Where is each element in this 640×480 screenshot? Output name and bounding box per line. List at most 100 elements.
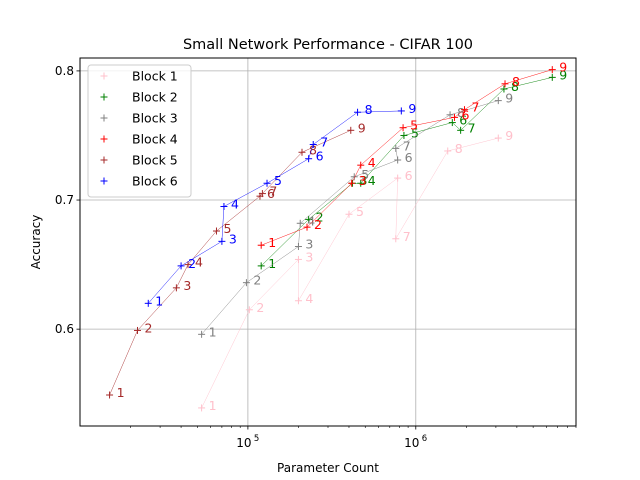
point-label: 1 (268, 256, 276, 271)
data-point (345, 210, 353, 218)
data-point (305, 215, 313, 223)
data-point (357, 161, 365, 169)
point-label: 5 (411, 125, 419, 140)
point-label: 4 (307, 213, 315, 228)
data-point (446, 111, 454, 119)
x-tick-label: 10 (404, 436, 419, 450)
data-point (184, 261, 192, 269)
point-label: 6 (405, 168, 413, 183)
y-tick-label: 0.8 (55, 64, 74, 78)
point-label: 5 (223, 221, 231, 236)
point-label: 2 (314, 217, 322, 232)
data-point (257, 241, 265, 249)
legend-item: Block 5 (100, 153, 178, 168)
point-label: 1 (268, 235, 276, 250)
point-label: 9 (559, 60, 567, 75)
data-point (348, 179, 356, 187)
point-label: 3 (305, 249, 313, 264)
y-axis-label: Accuracy (29, 215, 43, 270)
legend-label: Block 4 (132, 132, 178, 147)
point-label: 2 (256, 300, 264, 315)
data-point (394, 174, 402, 182)
point-label: 3 (229, 231, 237, 246)
x-axis-label: Parameter Count (277, 461, 379, 475)
data-point (444, 147, 452, 155)
point-label: 8 (365, 102, 373, 117)
data-point (263, 179, 271, 187)
legend-box (87, 64, 192, 198)
data-point (500, 85, 508, 93)
legend-item: Block 6 (100, 174, 178, 189)
data-point (106, 391, 114, 399)
point-label: 8 (511, 79, 519, 94)
data-point (347, 126, 355, 134)
point-label: 6 (459, 113, 467, 128)
data-point (218, 237, 226, 245)
point-label: 4 (368, 155, 376, 170)
data-point (296, 219, 304, 227)
point-label: 5 (356, 204, 364, 219)
data-point (399, 124, 407, 132)
x-tick-label: 10 (236, 436, 251, 450)
point-label: 7 (468, 120, 476, 135)
chart-title: Small Network Performance - CIFAR 100 (183, 37, 473, 53)
point-label: 2 (188, 256, 196, 271)
legend-label: Block 3 (132, 111, 178, 126)
y-tick-label: 0.7 (55, 193, 74, 207)
data-point (172, 284, 180, 292)
point-label: 8 (309, 142, 317, 157)
point-label: 4 (368, 173, 376, 188)
data-point (460, 106, 468, 114)
point-label: 9 (358, 120, 366, 135)
legend-label: Block 2 (132, 90, 178, 105)
point-label: 6 (461, 107, 469, 122)
data-point (392, 235, 400, 243)
data-point (220, 202, 228, 210)
data-point (245, 306, 253, 314)
y-tick-label: 0.6 (55, 322, 74, 336)
point-label: 6 (316, 149, 324, 164)
data-point (177, 262, 185, 270)
legend-item: Block 2 (100, 90, 178, 105)
x-tick-exponent: 5 (254, 434, 259, 444)
data-point (392, 144, 400, 152)
point-label: 6 (267, 186, 275, 201)
legend-label: Block 6 (132, 174, 178, 189)
data-point (303, 223, 311, 231)
data-point (309, 141, 317, 149)
data-point (242, 279, 250, 287)
point-label: 1 (209, 324, 217, 339)
data-point (258, 190, 266, 198)
data-point (294, 255, 302, 263)
point-label: 9 (559, 67, 567, 82)
point-label: 3 (359, 173, 367, 188)
data-point (350, 173, 358, 181)
data-point (548, 73, 556, 81)
point-label: 7 (320, 135, 328, 150)
legend-label: Block 1 (132, 69, 178, 84)
data-point (198, 330, 206, 338)
point-label: 1 (155, 293, 163, 308)
data-point (494, 97, 502, 105)
point-label: 2 (253, 273, 261, 288)
point-label: 3 (360, 173, 368, 188)
point-label: 7 (403, 138, 411, 153)
point-label: 1 (117, 385, 125, 400)
point-label: 8 (512, 74, 520, 89)
point-label: 5 (274, 173, 282, 188)
data-point (294, 297, 302, 305)
point-label: 9 (505, 91, 513, 106)
legend: Block 1 Block 2 Block 3 Block 4 Block 5 Block… (87, 64, 192, 198)
data-point (400, 131, 408, 139)
legend-label: Block 5 (132, 153, 178, 168)
point-label: 5 (410, 118, 418, 133)
point-label: 7 (269, 184, 277, 199)
point-label: 6 (405, 150, 413, 165)
point-label: 9 (408, 101, 416, 116)
data-point (212, 227, 220, 235)
